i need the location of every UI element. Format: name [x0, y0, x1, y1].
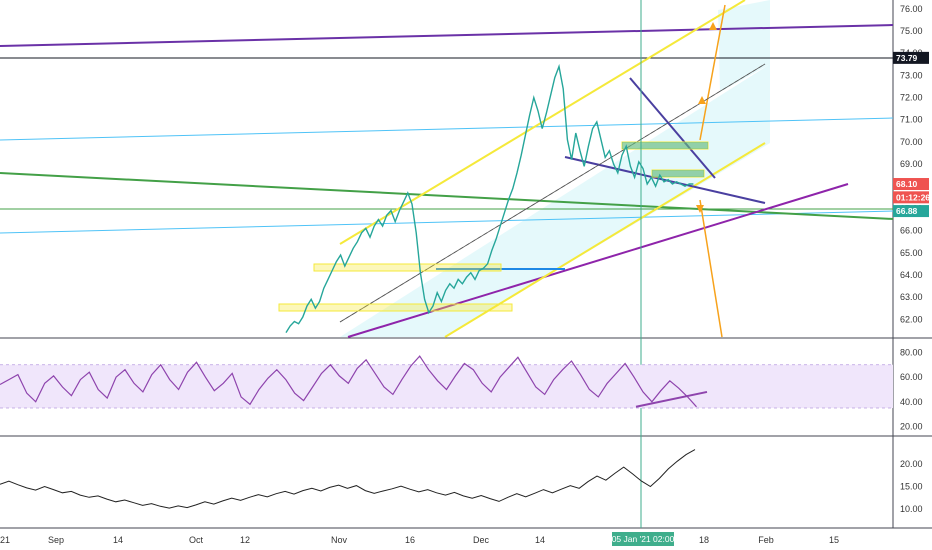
- time-axis-label: Sep: [48, 535, 64, 545]
- time-axis-label: 14: [113, 535, 123, 545]
- orange-projection-down: [699, 199, 723, 338]
- price-axis-tick: 70.00: [900, 137, 923, 147]
- price-badge: [893, 51, 929, 64]
- price-axis-tick: 73.00: [900, 70, 923, 80]
- crosshair-time-badge: [612, 532, 674, 546]
- price-badge-label: 66.88: [896, 206, 918, 216]
- cyan-trend-line: [0, 117, 894, 141]
- time-axis-label: Nov: [331, 535, 348, 545]
- orange-arrowhead: [698, 96, 706, 104]
- rsi-axis-tick: 20.00: [900, 422, 923, 432]
- rsi-band: [0, 364, 893, 409]
- triangle-lower-line: [564, 156, 766, 204]
- time-axis-label: 21: [0, 535, 10, 545]
- green-zone-lower: [652, 170, 704, 177]
- price-axis-tick: 64.00: [900, 270, 923, 280]
- orange-arrowhead: [696, 205, 704, 213]
- consolidation-zone-lower: [651, 169, 705, 178]
- time-axis-label: 18: [699, 535, 709, 545]
- price-series-line: [285, 63, 694, 333]
- time-axis-label: 12: [240, 535, 250, 545]
- volatility-series-line: [0, 449, 696, 509]
- rsi-trend-line: [635, 390, 708, 408]
- time-axis-label: Oct: [189, 535, 204, 545]
- channel-upper-line: [339, 0, 746, 245]
- time-axis-label: Feb: [758, 535, 774, 545]
- price-badge: [893, 178, 929, 191]
- price-axis-tick: 75.00: [900, 26, 923, 36]
- price-axis-tick: 65.00: [900, 248, 923, 258]
- price-badge: [893, 191, 929, 204]
- price-badge: [893, 205, 929, 218]
- time-axis-label: 14: [535, 535, 545, 545]
- crosshair-time-label: 05 Jan '21 02:00: [612, 534, 675, 544]
- rsi-axis-tick: 60.00: [900, 372, 923, 382]
- price-badge-label: 73.79: [896, 53, 918, 63]
- price-axis-tick: 66.00: [900, 226, 923, 236]
- volatility-axis-tick: 10.00: [900, 504, 923, 514]
- resistance-zone: [313, 263, 502, 272]
- cyan-trend-line-2: [0, 210, 894, 234]
- triangle-upper-line: [629, 77, 716, 179]
- volatility-axis-tick: 20.00: [900, 459, 923, 469]
- price-badge-label: 01:12:26: [896, 192, 930, 202]
- orange-projection-line: [699, 4, 726, 141]
- price-axis-tick: 72.00: [900, 93, 923, 103]
- orange-arrowhead: [709, 22, 717, 30]
- time-axis-label: 15: [829, 535, 839, 545]
- time-axis-label: 16: [405, 535, 415, 545]
- price-badge-label: 68.10: [896, 179, 918, 189]
- price-axis-tick: 63.00: [900, 292, 923, 302]
- price-axis-tick: 69.00: [900, 159, 923, 169]
- price-axis-tick: 71.00: [900, 115, 923, 125]
- green-zone-upper: [622, 142, 708, 149]
- volatility-axis-tick: 15.00: [900, 482, 923, 492]
- rsi-axis-tick: 80.00: [900, 347, 923, 357]
- channel-mid-dashed: [339, 63, 766, 323]
- price-axis-tick: 62.00: [900, 314, 923, 324]
- support-zone: [278, 303, 513, 312]
- time-axis-label: Dec: [473, 535, 490, 545]
- purple-resistance-line: [0, 24, 894, 47]
- price-axis-tick: 76.00: [900, 4, 923, 14]
- rsi-axis-tick: 40.00: [900, 397, 923, 407]
- rsi-series-line: [0, 355, 697, 408]
- green-trend-line: [0, 172, 894, 220]
- consolidation-zone-upper: [621, 141, 709, 150]
